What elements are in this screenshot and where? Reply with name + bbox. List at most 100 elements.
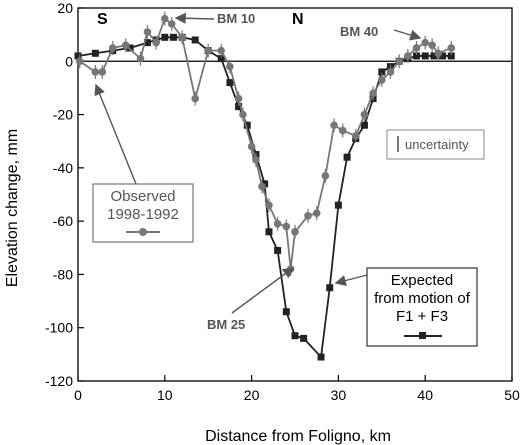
expected-point: [161, 33, 169, 41]
bm25-label: BM 25: [207, 317, 245, 332]
bm10-label: BM 10: [217, 11, 255, 26]
observed-point: [291, 228, 299, 236]
expected-point: [274, 246, 282, 254]
expected-point: [243, 121, 251, 129]
bm40-label: BM 40: [340, 24, 378, 39]
observed-point: [217, 46, 226, 55]
x-tick-label: 30: [331, 387, 347, 403]
y-tick-label: -80: [53, 266, 73, 282]
y-tick-label: 0: [65, 53, 73, 69]
observed-point: [369, 89, 377, 98]
expected-point: [343, 153, 351, 161]
observed-point: [239, 110, 247, 119]
expected-legend-line2: from motion of: [374, 290, 471, 307]
observed-point: [434, 49, 443, 58]
x-tick-label: 20: [244, 387, 260, 403]
expected-point: [143, 39, 151, 47]
series-observed: [75, 11, 456, 277]
tick-labels: 0 10 20 30 40 50 20 0 -20 -40 -60 -80 -100 -120: [45, 0, 520, 403]
observed-point: [428, 41, 436, 50]
observed-point: [91, 68, 100, 76]
y-tick-label: 20: [57, 0, 73, 16]
observed-legend-line1: Observed: [110, 188, 175, 205]
y-tick-label: -100: [45, 320, 73, 336]
observed-legend: Observed 1998-1992: [92, 183, 194, 243]
expected-point: [235, 103, 243, 111]
observed-point: [386, 68, 395, 76]
observed-point: [421, 38, 430, 47]
expected-point: [169, 33, 177, 41]
plot-frame: [77, 7, 513, 382]
expected-point: [360, 121, 368, 129]
observed-point: [360, 110, 369, 119]
south-label: S: [97, 11, 108, 28]
observed-point: [312, 209, 321, 217]
observed-point: [252, 156, 260, 164]
observed-legend-line2: 1998-1992: [107, 206, 179, 223]
expected-point: [447, 52, 455, 60]
expected-legend-marker-icon: [419, 332, 426, 339]
observed-point: [395, 57, 403, 66]
observed-point: [226, 62, 234, 71]
y-tick-label: -40: [53, 160, 73, 176]
observed-point: [412, 44, 421, 52]
y-tick-label: -120: [45, 373, 73, 389]
expected-point: [326, 284, 334, 292]
observed-legend-marker-icon: [139, 228, 147, 236]
x-axis-title: Distance from Foligno, km: [205, 428, 391, 445]
observed-point: [161, 14, 169, 23]
north-label: N: [292, 11, 304, 28]
expected-point: [226, 79, 234, 87]
expected-point: [413, 52, 421, 60]
observed-point: [178, 33, 186, 42]
observed-point: [321, 172, 330, 180]
observed-point: [351, 132, 360, 140]
observed-point: [167, 20, 176, 28]
observed-point: [265, 201, 273, 209]
observed-point: [121, 41, 130, 50]
y-tick-label: -20: [53, 107, 73, 123]
expected-point: [217, 55, 225, 63]
x-tick-label: 40: [417, 387, 433, 403]
expected-point: [317, 353, 325, 361]
observed-point: [258, 182, 266, 191]
observed-point: [136, 54, 145, 63]
expected-point: [378, 68, 386, 76]
bm10-arrow: [174, 12, 215, 24]
observed-point: [304, 212, 312, 220]
observed-point: [108, 44, 117, 52]
x-tick-label: 50: [504, 387, 520, 403]
expected-point: [126, 44, 134, 52]
x-tick-label: 0: [74, 387, 82, 403]
expected-arrow: [334, 274, 368, 286]
observed-point: [247, 142, 256, 151]
bm25-arrow: [231, 267, 295, 314]
expected-legend-line1: Expected: [391, 272, 454, 289]
observed-point: [378, 76, 386, 84]
y-tick-label: -60: [53, 213, 73, 229]
axes: [77, 7, 513, 382]
observed-point: [273, 220, 282, 228]
expected-point: [74, 52, 82, 60]
observed-point: [447, 44, 456, 52]
observed-point: [191, 94, 199, 103]
observed-point: [98, 68, 107, 76]
uncertainty-legend: uncertainty: [386, 129, 485, 160]
observed-arrow: [94, 83, 137, 185]
observed-point: [282, 222, 291, 231]
uncertainty-label: uncertainty: [405, 137, 469, 152]
expected-point: [334, 201, 342, 209]
expected-point: [439, 52, 447, 60]
bm40-arrow: [393, 29, 422, 41]
observed-point: [338, 126, 347, 135]
observed-point: [143, 28, 152, 36]
expected-point: [265, 228, 273, 236]
expected-legend: Expected from motion of F1 + F3: [366, 267, 478, 347]
expected-point: [291, 332, 299, 340]
observed-point: [234, 94, 243, 103]
observed-point: [75, 57, 84, 66]
observed-point: [204, 46, 212, 55]
expected-point: [430, 52, 438, 60]
observed-point: [152, 38, 160, 47]
